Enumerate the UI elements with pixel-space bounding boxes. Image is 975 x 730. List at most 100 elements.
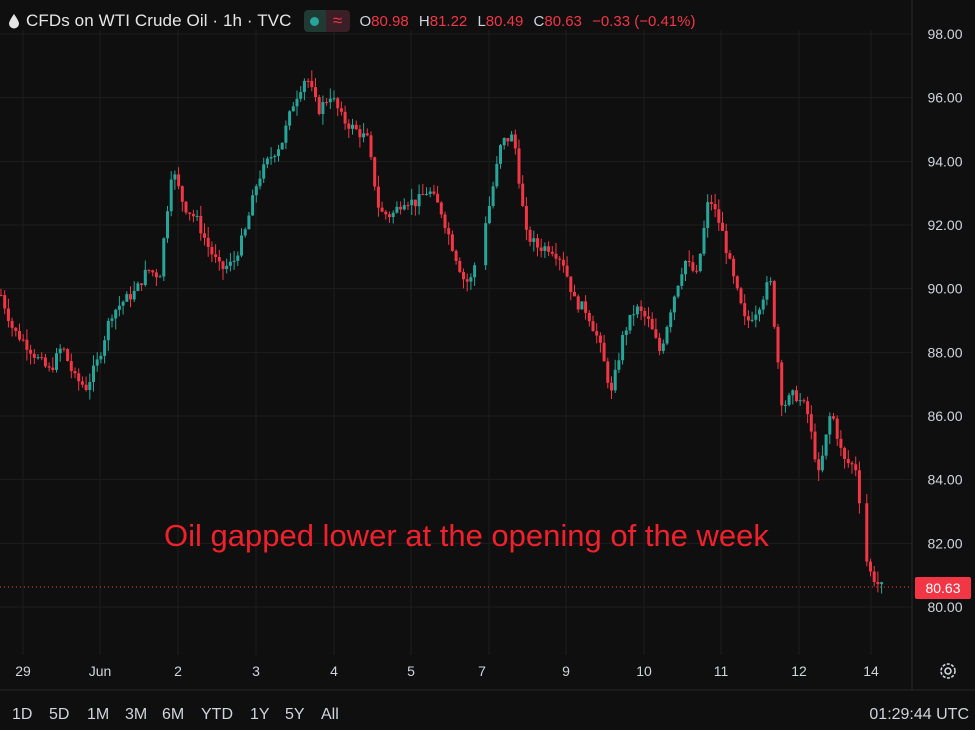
settings-gear-icon[interactable]	[937, 660, 959, 682]
candle-body	[795, 390, 798, 402]
candle-body	[732, 258, 736, 277]
candle-body	[203, 233, 206, 238]
range-1y[interactable]: 1Y	[250, 706, 270, 723]
candle-body	[524, 205, 528, 230]
candle-body	[832, 416, 835, 419]
candle-body	[439, 202, 443, 215]
range-5d[interactable]: 5D	[49, 706, 70, 723]
range-6m[interactable]: 6M	[162, 706, 185, 723]
candle-body	[610, 382, 613, 391]
candle-body	[243, 229, 247, 236]
candle-body	[765, 282, 769, 300]
candle-body	[791, 390, 795, 396]
high-value: 81.22	[429, 12, 468, 30]
range-ytd[interactable]: YTD	[201, 706, 233, 723]
candle-body	[18, 330, 21, 340]
candle-body	[580, 301, 584, 310]
candle-body	[602, 342, 606, 362]
candle-body	[32, 353, 36, 358]
close-value: 80.63	[544, 12, 582, 30]
candle-body	[80, 381, 84, 385]
candle-body	[77, 373, 81, 382]
candle-body	[691, 262, 695, 271]
utc-clock[interactable]: 01:29:44 UTC	[869, 706, 969, 723]
candle-body	[417, 194, 421, 207]
candle-body	[702, 227, 706, 254]
candle-body	[443, 214, 447, 229]
candle-body	[869, 561, 872, 572]
candle-body	[432, 191, 436, 194]
candle-body	[58, 348, 62, 354]
candle-body	[735, 276, 739, 289]
candle-body	[532, 238, 536, 242]
candle-body	[573, 291, 576, 297]
range-3m[interactable]: 3M	[125, 706, 148, 723]
candle-body	[3, 295, 7, 309]
candle-body	[395, 206, 399, 213]
candle-body	[129, 294, 132, 300]
candle-body	[517, 148, 521, 184]
candle-body	[236, 255, 240, 261]
candle-body	[724, 230, 728, 254]
market-status-pill[interactable]: ≈	[303, 10, 350, 32]
candle-body	[428, 191, 432, 194]
candle-body	[709, 202, 713, 205]
candle-body	[258, 178, 262, 187]
candle-body	[40, 357, 44, 359]
y-tick-label: 94.00	[927, 153, 962, 169]
candle-body	[469, 277, 473, 282]
candle-body	[69, 361, 73, 372]
candle-body	[487, 205, 491, 224]
candle-body	[140, 283, 144, 285]
candle-body	[783, 404, 787, 406]
candle-body	[10, 320, 14, 328]
candle-body	[643, 310, 647, 317]
range-1d[interactable]: 1D	[12, 706, 33, 723]
drop-icon	[9, 14, 19, 29]
range-5y[interactable]: 5Y	[285, 706, 305, 723]
candle-body	[584, 301, 588, 313]
candle-body	[254, 186, 258, 196]
candle-body	[447, 228, 451, 235]
candle-body	[650, 318, 654, 330]
candle-body	[776, 326, 780, 363]
market-open-dot-icon	[303, 10, 326, 32]
candle-body	[221, 261, 225, 270]
candle-body	[388, 214, 391, 218]
candle-body	[21, 339, 25, 341]
candle-body	[713, 204, 717, 210]
candle-body	[295, 98, 299, 107]
candle-body	[180, 186, 184, 202]
candle-body	[88, 382, 92, 391]
candle-body	[502, 137, 506, 146]
candle-body	[639, 306, 643, 311]
symbol-title[interactable]: CFDs on WTI Crude Oil · 1h · TVC	[26, 11, 292, 30]
candle-body	[36, 357, 40, 359]
candle-body	[854, 464, 858, 471]
candle-body	[684, 260, 687, 275]
candle-body	[214, 254, 218, 257]
candle-body	[92, 365, 95, 383]
range-all[interactable]: All	[321, 706, 339, 723]
candle-body	[191, 213, 195, 217]
candle-body	[328, 98, 332, 103]
candle-body	[143, 269, 147, 285]
y-tick-label: 86.00	[927, 408, 962, 424]
candle-body	[543, 246, 547, 251]
candle-body	[802, 400, 806, 402]
candle-body	[436, 193, 440, 203]
candle-body	[820, 455, 824, 471]
candle-body	[269, 157, 273, 159]
candle-body	[769, 281, 773, 283]
candle-body	[158, 276, 162, 278]
candle-body	[362, 133, 366, 138]
candle-body	[809, 414, 813, 432]
candle-body	[125, 294, 129, 302]
candle-body	[373, 157, 377, 187]
candle-body	[114, 309, 118, 319]
candle-body	[798, 400, 802, 402]
candle-body	[721, 222, 724, 231]
range-1m[interactable]: 1M	[87, 706, 110, 723]
candle-body	[850, 463, 854, 465]
